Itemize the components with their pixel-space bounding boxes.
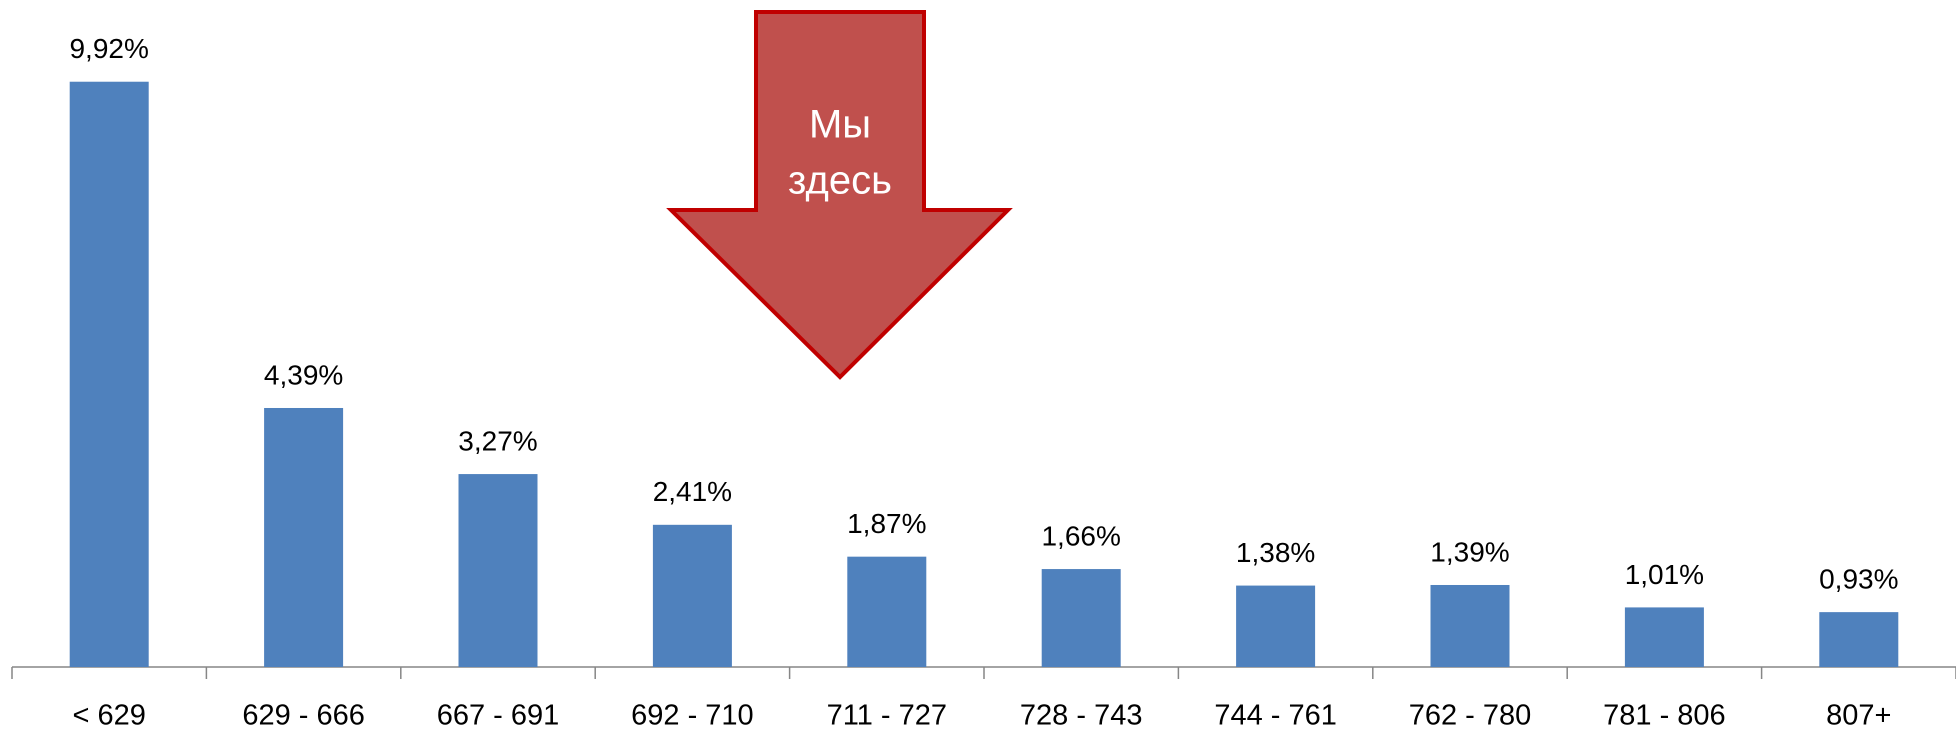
value-label: 9,92% <box>69 33 148 64</box>
bar <box>847 556 927 667</box>
x-tick-label: 762 - 780 <box>1409 700 1532 731</box>
x-tick-label: 629 - 666 <box>242 700 365 731</box>
value-label: 0,93% <box>1819 564 1898 595</box>
bar <box>69 81 149 668</box>
x-tick-label: 728 - 743 <box>1020 700 1143 731</box>
bar <box>1041 569 1121 667</box>
bar <box>1624 607 1704 667</box>
x-tick-label: 744 - 761 <box>1214 700 1337 731</box>
value-label: 3,27% <box>458 425 537 456</box>
bar <box>264 407 344 667</box>
value-label: 1,66% <box>1041 520 1120 551</box>
value-label: 1,87% <box>847 508 926 539</box>
value-label: 4,39% <box>264 359 343 390</box>
value-label: 1,39% <box>1430 536 1509 567</box>
annotation-text: здесь <box>788 159 892 203</box>
x-tick-label: 711 - 727 <box>827 700 947 731</box>
x-tick-label: 781 - 806 <box>1603 700 1726 731</box>
arrow-shape <box>666 10 1013 380</box>
bar <box>1236 585 1316 667</box>
annotation-arrow: Мы здесь <box>666 10 1013 380</box>
value-label: 1,01% <box>1625 559 1704 590</box>
x-tick-label: 692 - 710 <box>631 700 754 731</box>
value-label: 2,41% <box>653 476 732 507</box>
annotation-text: Мы <box>809 103 871 147</box>
bar <box>1819 612 1899 667</box>
bar <box>1430 584 1510 667</box>
x-tick-label: < 629 <box>73 700 146 731</box>
bar <box>652 524 732 667</box>
value-label: 1,38% <box>1236 537 1315 568</box>
x-tick-label: 667 - 691 <box>437 700 560 731</box>
x-tick-label: 807+ <box>1826 700 1891 731</box>
bar <box>458 474 538 667</box>
